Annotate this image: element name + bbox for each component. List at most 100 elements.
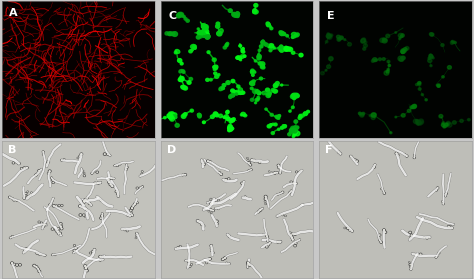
Circle shape (84, 207, 86, 208)
Circle shape (87, 266, 88, 267)
Circle shape (209, 258, 211, 260)
Circle shape (231, 89, 235, 92)
Ellipse shape (447, 122, 452, 127)
Ellipse shape (236, 56, 240, 59)
Circle shape (438, 252, 440, 254)
Circle shape (42, 150, 45, 153)
Circle shape (93, 248, 96, 251)
Circle shape (178, 59, 182, 62)
Circle shape (110, 184, 114, 188)
Ellipse shape (283, 125, 286, 127)
Ellipse shape (444, 123, 448, 128)
Circle shape (395, 116, 397, 118)
Circle shape (176, 246, 179, 249)
Ellipse shape (179, 78, 183, 81)
Circle shape (136, 187, 138, 189)
Ellipse shape (266, 93, 271, 98)
Circle shape (57, 228, 59, 230)
Circle shape (210, 244, 213, 247)
Circle shape (200, 159, 203, 161)
Circle shape (44, 254, 46, 256)
Circle shape (203, 209, 204, 210)
Circle shape (246, 157, 248, 159)
Ellipse shape (287, 47, 292, 51)
Circle shape (37, 221, 41, 223)
Circle shape (285, 215, 286, 217)
Circle shape (291, 190, 292, 192)
Circle shape (216, 225, 218, 227)
Ellipse shape (205, 35, 210, 39)
Circle shape (79, 155, 81, 157)
Circle shape (290, 181, 292, 183)
Circle shape (197, 32, 200, 34)
Circle shape (63, 158, 65, 160)
Ellipse shape (171, 113, 174, 116)
Circle shape (380, 241, 383, 244)
Circle shape (23, 252, 25, 253)
Circle shape (280, 193, 281, 194)
Circle shape (255, 90, 259, 93)
Ellipse shape (294, 126, 299, 129)
Circle shape (225, 262, 228, 264)
Ellipse shape (280, 49, 283, 52)
Ellipse shape (191, 44, 196, 49)
Circle shape (41, 254, 44, 256)
Circle shape (40, 168, 43, 170)
Circle shape (383, 192, 385, 194)
Circle shape (211, 209, 215, 212)
Circle shape (60, 235, 62, 236)
Circle shape (117, 165, 118, 167)
Circle shape (133, 202, 137, 206)
Circle shape (11, 235, 14, 238)
Circle shape (405, 155, 409, 158)
Circle shape (73, 252, 74, 253)
Ellipse shape (386, 70, 389, 73)
Text: B: B (9, 145, 17, 155)
Circle shape (281, 126, 283, 129)
Ellipse shape (198, 114, 201, 116)
Circle shape (43, 223, 45, 225)
Circle shape (258, 49, 261, 52)
Circle shape (435, 189, 438, 191)
Circle shape (257, 92, 261, 95)
Ellipse shape (454, 41, 456, 44)
Circle shape (206, 262, 208, 264)
Circle shape (295, 182, 298, 185)
Circle shape (130, 212, 132, 214)
Circle shape (136, 235, 137, 236)
Ellipse shape (261, 64, 264, 68)
Circle shape (207, 202, 208, 203)
Ellipse shape (280, 49, 284, 52)
Ellipse shape (418, 81, 421, 84)
Circle shape (247, 261, 249, 263)
Circle shape (213, 252, 214, 253)
Circle shape (82, 199, 86, 203)
Ellipse shape (181, 85, 185, 89)
Ellipse shape (266, 22, 270, 25)
Ellipse shape (204, 33, 209, 38)
Circle shape (448, 226, 451, 228)
Ellipse shape (201, 24, 206, 27)
Ellipse shape (172, 32, 177, 37)
Ellipse shape (217, 31, 222, 36)
Circle shape (78, 205, 82, 208)
Circle shape (373, 166, 376, 169)
Circle shape (256, 160, 258, 162)
Circle shape (106, 153, 109, 156)
Circle shape (139, 187, 142, 189)
Circle shape (42, 226, 44, 227)
Circle shape (39, 254, 40, 255)
Circle shape (198, 221, 201, 224)
Circle shape (126, 166, 128, 169)
Circle shape (100, 182, 101, 183)
Circle shape (292, 36, 294, 39)
Circle shape (261, 40, 265, 44)
Circle shape (447, 66, 451, 69)
Ellipse shape (337, 38, 341, 41)
Ellipse shape (295, 33, 299, 37)
Circle shape (141, 185, 144, 188)
Circle shape (93, 171, 95, 173)
Circle shape (290, 234, 293, 237)
Circle shape (187, 259, 191, 263)
Circle shape (77, 157, 79, 159)
